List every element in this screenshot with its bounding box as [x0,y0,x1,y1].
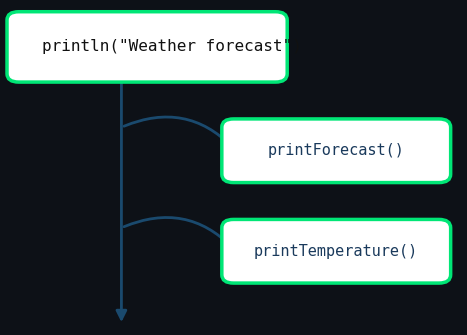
FancyBboxPatch shape [222,219,451,283]
FancyBboxPatch shape [7,12,287,82]
FancyBboxPatch shape [222,119,451,183]
Text: println("Weather forecast"): println("Weather forecast") [42,40,302,54]
Text: printForecast(): printForecast() [268,143,405,158]
Text: printTemperature(): printTemperature() [254,244,418,259]
